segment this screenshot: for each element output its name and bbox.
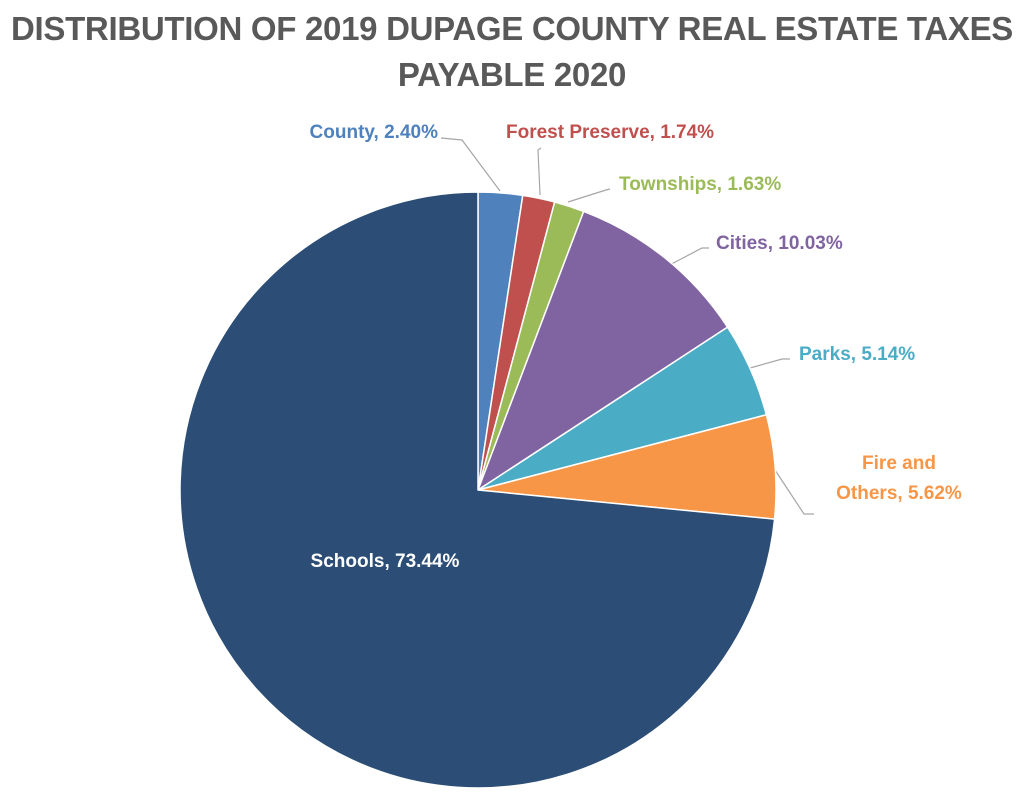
slice-labels: County, 2.40% Forest Preserve, 1.74% Towns…: [310, 122, 962, 572]
leader-line-county: [440, 137, 501, 192]
chart-title-line-2: PAYABLE 2020: [397, 56, 627, 93]
slice-label-cities: Cities, 10.03%: [716, 233, 843, 254]
leader-line-fire-and-others: [774, 469, 814, 515]
pie-slices: [179, 191, 777, 789]
pie-slice-cities: [477, 210, 729, 491]
slice-label-county: County, 2.40%: [310, 122, 439, 143]
slice-label-parks: Parks, 5.14%: [799, 344, 915, 365]
slice-label-forest-preserve: Forest Preserve, 1.74%: [506, 122, 714, 143]
pie-slice-schools: [179, 191, 776, 789]
leader-lines: [440, 137, 814, 515]
leader-line-parks: [749, 358, 790, 369]
leader-line-forest-preserve: [537, 147, 542, 196]
slice-label-schools: Schools, 73.44%: [311, 551, 460, 572]
leader-line-cities: [659, 247, 709, 271]
leader-line-townships: [567, 188, 611, 203]
slice-label-fire-and-others: Fire and Others, 5.62%: [836, 453, 962, 504]
chart-title-line-1: DISTRIBUTION OF 2019 DUPAGE COUNTY REAL …: [10, 10, 1014, 47]
slice-label-townships: Townships, 1.63%: [619, 174, 781, 195]
chart-title: DISTRIBUTION OF 2019 DUPAGE COUNTY REAL …: [0, 6, 1024, 98]
